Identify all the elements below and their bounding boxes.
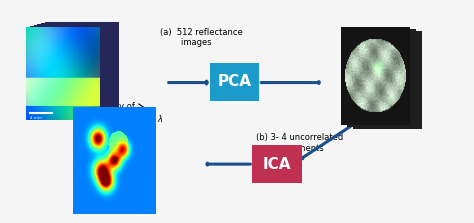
Text: ICA: ICA <box>263 157 291 172</box>
Text: (b) 3- 4 uncorrelated
      components: (b) 3- 4 uncorrelated components <box>256 133 343 153</box>
Text: 4 mm: 4 mm <box>30 116 42 120</box>
FancyBboxPatch shape <box>210 63 259 101</box>
Text: $\lambda$: $\lambda$ <box>157 113 164 124</box>
Text: (a)  512 reflectance
        images: (a) 512 reflectance images <box>160 28 243 47</box>
Text: x: x <box>114 134 118 143</box>
Text: y: y <box>61 74 66 83</box>
FancyBboxPatch shape <box>252 145 301 183</box>
Text: PCA: PCA <box>218 74 252 89</box>
Text: (c)  Probability of
       tumor map: (c) Probability of tumor map <box>63 102 135 122</box>
